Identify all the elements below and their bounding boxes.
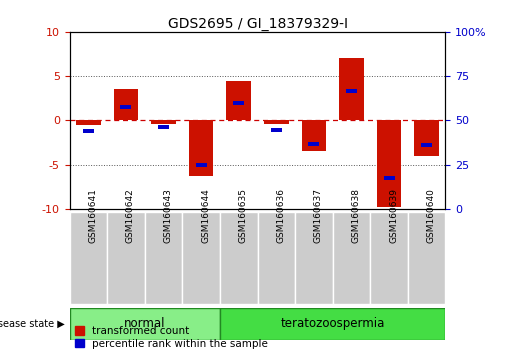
Text: GSM160637: GSM160637 — [314, 188, 323, 242]
Bar — [384, 176, 394, 180]
Bar — [114, 89, 138, 120]
Bar — [415, 120, 439, 156]
Text: GSM160640: GSM160640 — [427, 188, 436, 242]
Bar — [182, 212, 220, 304]
Bar — [227, 81, 251, 120]
Bar — [83, 129, 94, 133]
Text: GSM160643: GSM160643 — [164, 188, 173, 242]
Text: GSM160642: GSM160642 — [126, 188, 135, 242]
Bar — [220, 212, 258, 304]
Bar — [308, 142, 319, 146]
Bar — [121, 105, 131, 109]
Bar — [421, 143, 432, 147]
Bar — [70, 308, 220, 340]
Text: disease state ▶: disease state ▶ — [0, 319, 64, 329]
Bar — [302, 120, 326, 152]
Text: GSM160636: GSM160636 — [276, 188, 285, 242]
Bar — [295, 212, 333, 304]
Text: GSM160644: GSM160644 — [201, 188, 210, 242]
Bar — [151, 120, 176, 124]
Text: GSM160639: GSM160639 — [389, 188, 398, 242]
Bar — [196, 162, 207, 167]
Bar — [264, 120, 288, 124]
Bar — [408, 212, 445, 304]
Bar — [370, 212, 408, 304]
Text: normal: normal — [124, 318, 165, 330]
Legend: transformed count, percentile rank within the sample: transformed count, percentile rank withi… — [75, 326, 268, 349]
Bar — [145, 212, 182, 304]
Bar — [339, 58, 364, 120]
Bar — [333, 212, 370, 304]
Bar — [346, 89, 357, 93]
Bar — [76, 120, 100, 125]
Bar — [377, 120, 401, 207]
Bar — [220, 308, 445, 340]
Text: GSM160635: GSM160635 — [239, 188, 248, 242]
Bar — [258, 212, 295, 304]
Bar — [271, 128, 282, 132]
Text: teratozoospermia: teratozoospermia — [281, 318, 385, 330]
Bar — [70, 212, 107, 304]
Bar — [158, 125, 169, 130]
Bar — [107, 212, 145, 304]
Text: GSM160638: GSM160638 — [351, 188, 360, 242]
Bar — [189, 120, 213, 176]
Title: GDS2695 / GI_18379329-I: GDS2695 / GI_18379329-I — [167, 17, 348, 31]
Text: GSM160641: GSM160641 — [89, 188, 97, 242]
Bar — [233, 101, 244, 105]
